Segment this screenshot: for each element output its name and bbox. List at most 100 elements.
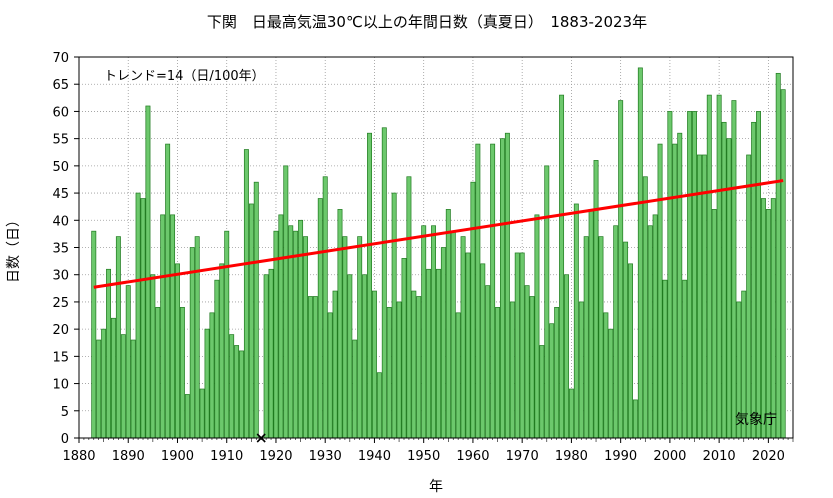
- bar-1908: [214, 279, 220, 439]
- x-tick-label: 1970: [506, 449, 539, 464]
- trend-line-segment: [93, 179, 784, 289]
- bar-1895: [150, 274, 156, 439]
- bar-2012: [726, 138, 732, 439]
- y-tick-label: 25: [52, 296, 69, 311]
- bar-1986: [598, 236, 604, 439]
- bar-1987: [603, 312, 609, 439]
- bar-1969: [514, 252, 520, 439]
- bar-1889: [120, 334, 126, 439]
- bar-2021: [770, 198, 776, 439]
- bar-1899: [170, 214, 176, 439]
- bar-1922: [283, 165, 289, 439]
- bar-1945: [396, 301, 402, 439]
- bar-1885: [101, 328, 107, 439]
- bar-1947: [406, 176, 412, 439]
- bar-1928: [312, 296, 318, 439]
- y-tick-label: 5: [61, 405, 69, 420]
- x-tick-label: 2010: [703, 449, 736, 464]
- bar-1994: [637, 67, 643, 439]
- bar-1905: [199, 388, 205, 439]
- bar-1913: [239, 350, 244, 439]
- bar-1890: [125, 285, 131, 439]
- bar-1932: [332, 290, 338, 439]
- bar-1968: [509, 301, 515, 439]
- bar-1930: [322, 176, 328, 439]
- x-tick-label: 1920: [259, 449, 292, 464]
- trend-label: トレンド=14（日/100年）: [104, 69, 265, 84]
- bar-1891: [130, 339, 136, 439]
- bar-1901: [179, 307, 185, 439]
- bar-2013: [731, 100, 737, 439]
- x-tick-label: 1880: [62, 449, 95, 464]
- y-axis-ticks: 0 5 10 15 20 25 30 35 40 45 50 55 60 65 70: [52, 51, 79, 447]
- y-tick-label: 10: [52, 378, 69, 393]
- bar-1988: [608, 328, 614, 439]
- bar-1903: [189, 247, 195, 439]
- bar-2010: [716, 94, 722, 439]
- chart-title: 下関 日最高気温30℃以上の年間日数（真夏日） 1883-2023年: [207, 13, 647, 31]
- bar-1967: [504, 132, 510, 439]
- bar-1919: [268, 268, 274, 439]
- bar-1909: [219, 263, 225, 439]
- bar-2002: [677, 132, 683, 439]
- bar-1944: [391, 192, 397, 439]
- bar-1982: [578, 301, 584, 439]
- bar-1973: [534, 214, 540, 439]
- bar-1912: [234, 345, 240, 439]
- y-tick-label: 0: [61, 432, 69, 447]
- x-tick-label: 1950: [407, 449, 440, 464]
- bar-1985: [593, 160, 599, 439]
- x-tick-label: 1980: [555, 449, 588, 464]
- bar-1883: [91, 230, 97, 439]
- bar-1935: [347, 274, 353, 439]
- bar-1894: [145, 105, 151, 439]
- bar-1902: [184, 394, 190, 439]
- bar-1977: [554, 307, 560, 439]
- bar-1951: [426, 268, 432, 439]
- bar-1997: [652, 214, 658, 439]
- bar-1924: [293, 230, 299, 439]
- x-tick-label: 1960: [456, 449, 489, 464]
- bar-1953: [435, 268, 441, 439]
- bar-1929: [317, 198, 323, 439]
- bar-1887: [111, 317, 116, 439]
- bar-1892: [135, 192, 141, 439]
- bar-1952: [431, 225, 437, 439]
- bar-1974: [539, 345, 545, 439]
- x-tick-label: 1930: [309, 449, 342, 464]
- y-tick-label: 20: [52, 323, 69, 338]
- bar-1995: [642, 176, 648, 439]
- bar-2008: [706, 94, 712, 439]
- bar-1948: [411, 290, 417, 439]
- bar-1942: [381, 127, 387, 439]
- bar-1921: [278, 214, 284, 439]
- y-axis-label: 日数（日）: [6, 213, 22, 283]
- bar-1984: [588, 209, 594, 439]
- bar-2004: [687, 111, 693, 439]
- bar-2018: [756, 111, 761, 439]
- trend-line: [93, 179, 784, 289]
- bar-2020: [765, 209, 771, 439]
- bar-1949: [416, 296, 422, 439]
- y-tick-label: 55: [52, 133, 69, 148]
- y-tick-label: 40: [52, 214, 69, 229]
- bar-1920: [273, 230, 279, 439]
- bar-1936: [352, 339, 358, 439]
- bar-2017: [751, 121, 757, 439]
- bars: [91, 67, 786, 439]
- x-tick-label: 1940: [358, 449, 391, 464]
- bar-1992: [628, 263, 633, 439]
- y-tick-label: 45: [52, 187, 69, 202]
- bar-1962: [480, 263, 486, 439]
- bar-1971: [524, 285, 530, 439]
- bar-1893: [140, 198, 146, 439]
- bar-1993: [632, 399, 638, 439]
- bar-1940: [371, 290, 377, 439]
- bar-1990: [618, 100, 624, 439]
- bar-2006: [696, 154, 702, 439]
- bar-1976: [549, 323, 555, 439]
- bar-1910: [224, 230, 230, 439]
- bar-1999: [662, 279, 668, 439]
- bar-1925: [298, 219, 304, 439]
